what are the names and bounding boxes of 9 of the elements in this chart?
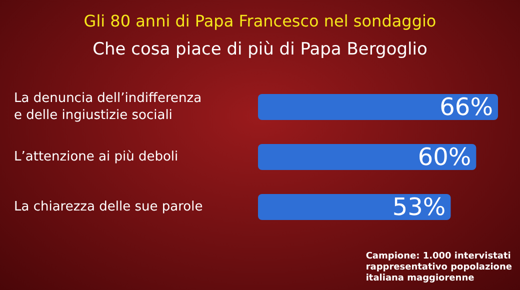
y-tick-label: La chiarezza delle sue parole <box>14 200 203 214</box>
data-label: 60% <box>418 143 472 171</box>
chart-subtitle: Che cosa piace di più di Papa Bergoglio <box>92 40 428 60</box>
chart-title: Gli 80 anni di Papa Francesco nel sondaggio <box>84 12 436 30</box>
y-tick-label: La denuncia dell’indifferenza e delle ingiustizie sociali <box>14 91 202 123</box>
y-tick-label: L’attenzione ai più deboli <box>14 150 178 164</box>
text: Campione: 1.000 intervistati rappresentativo popolazione italiana maggiorenne <box>366 252 512 284</box>
data-label: 66% <box>440 93 493 121</box>
data-label: 53% <box>392 193 446 221</box>
